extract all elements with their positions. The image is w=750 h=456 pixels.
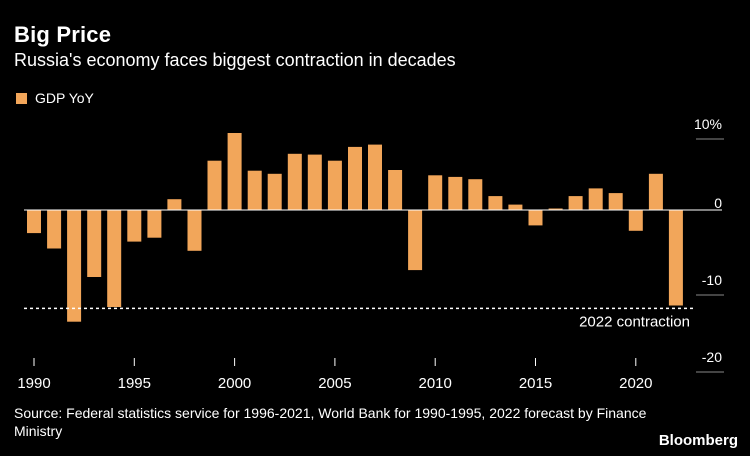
bar-2019 — [608, 193, 623, 210]
bar-1998 — [187, 210, 202, 251]
legend-label: GDP YoY — [35, 90, 94, 106]
bar-1995 — [127, 210, 142, 242]
legend: GDP YoY — [16, 90, 94, 106]
bar-1993 — [87, 210, 102, 277]
x-tick-label: 1990 — [17, 375, 50, 392]
legend-swatch — [16, 92, 27, 104]
x-tick-label: 2015 — [519, 375, 552, 392]
bar-1990 — [27, 210, 41, 234]
bar-1996 — [147, 210, 162, 238]
x-tick-label: 2010 — [419, 375, 452, 392]
chart-title: Big Price — [14, 22, 112, 47]
bar-1997 — [167, 199, 182, 210]
bar-2013 — [488, 196, 503, 210]
chart-subtitle: Russia's economy faces biggest contracti… — [14, 50, 456, 70]
x-tick-label: 2000 — [218, 375, 251, 392]
bar-1992 — [67, 210, 82, 322]
bar-2015 — [528, 210, 543, 226]
bar-1991 — [47, 210, 62, 249]
y-axis: 10% 0 -10 -20 — [694, 116, 724, 373]
bar-2021 — [648, 173, 663, 210]
bar-2014 — [508, 204, 523, 210]
bars — [27, 133, 683, 322]
bar-2001 — [247, 170, 262, 210]
bar-1994 — [107, 210, 122, 307]
bar-2020 — [628, 210, 643, 231]
bar-2003 — [287, 153, 302, 210]
bar-2010 — [428, 175, 443, 210]
y-tick-label: 0 — [714, 195, 722, 211]
y-tick-label: -20 — [702, 349, 722, 365]
bar-2011 — [448, 176, 463, 210]
bar-2012 — [468, 179, 483, 210]
bar-2022 — [668, 210, 683, 306]
bar-2005 — [327, 160, 342, 210]
bar-2000 — [227, 133, 242, 210]
bar-2008 — [388, 170, 403, 210]
bar-2004 — [307, 154, 322, 210]
contraction-label: 2022 contraction — [579, 313, 690, 330]
bar-2017 — [568, 196, 583, 210]
bar-2009 — [408, 210, 423, 271]
bar-2002 — [267, 173, 282, 210]
x-tick-label: 2005 — [318, 375, 351, 392]
bloomberg-logo: Bloomberg — [658, 432, 738, 449]
bar-1999 — [207, 160, 222, 210]
x-tick-label: 1995 — [118, 375, 151, 392]
bar-2018 — [588, 188, 603, 210]
x-tick-label: 2020 — [619, 375, 652, 392]
y-tick-label: -10 — [702, 272, 722, 288]
x-axis: 1990 1995 2000 2005 2010 2015 2020 — [17, 358, 652, 392]
source-note: Source: Federal statistics service for 1… — [14, 405, 647, 439]
bar-2007 — [368, 144, 382, 211]
y-tick-label: 10% — [694, 116, 722, 132]
bar-2016 — [548, 208, 563, 210]
bar-2006 — [348, 146, 362, 210]
